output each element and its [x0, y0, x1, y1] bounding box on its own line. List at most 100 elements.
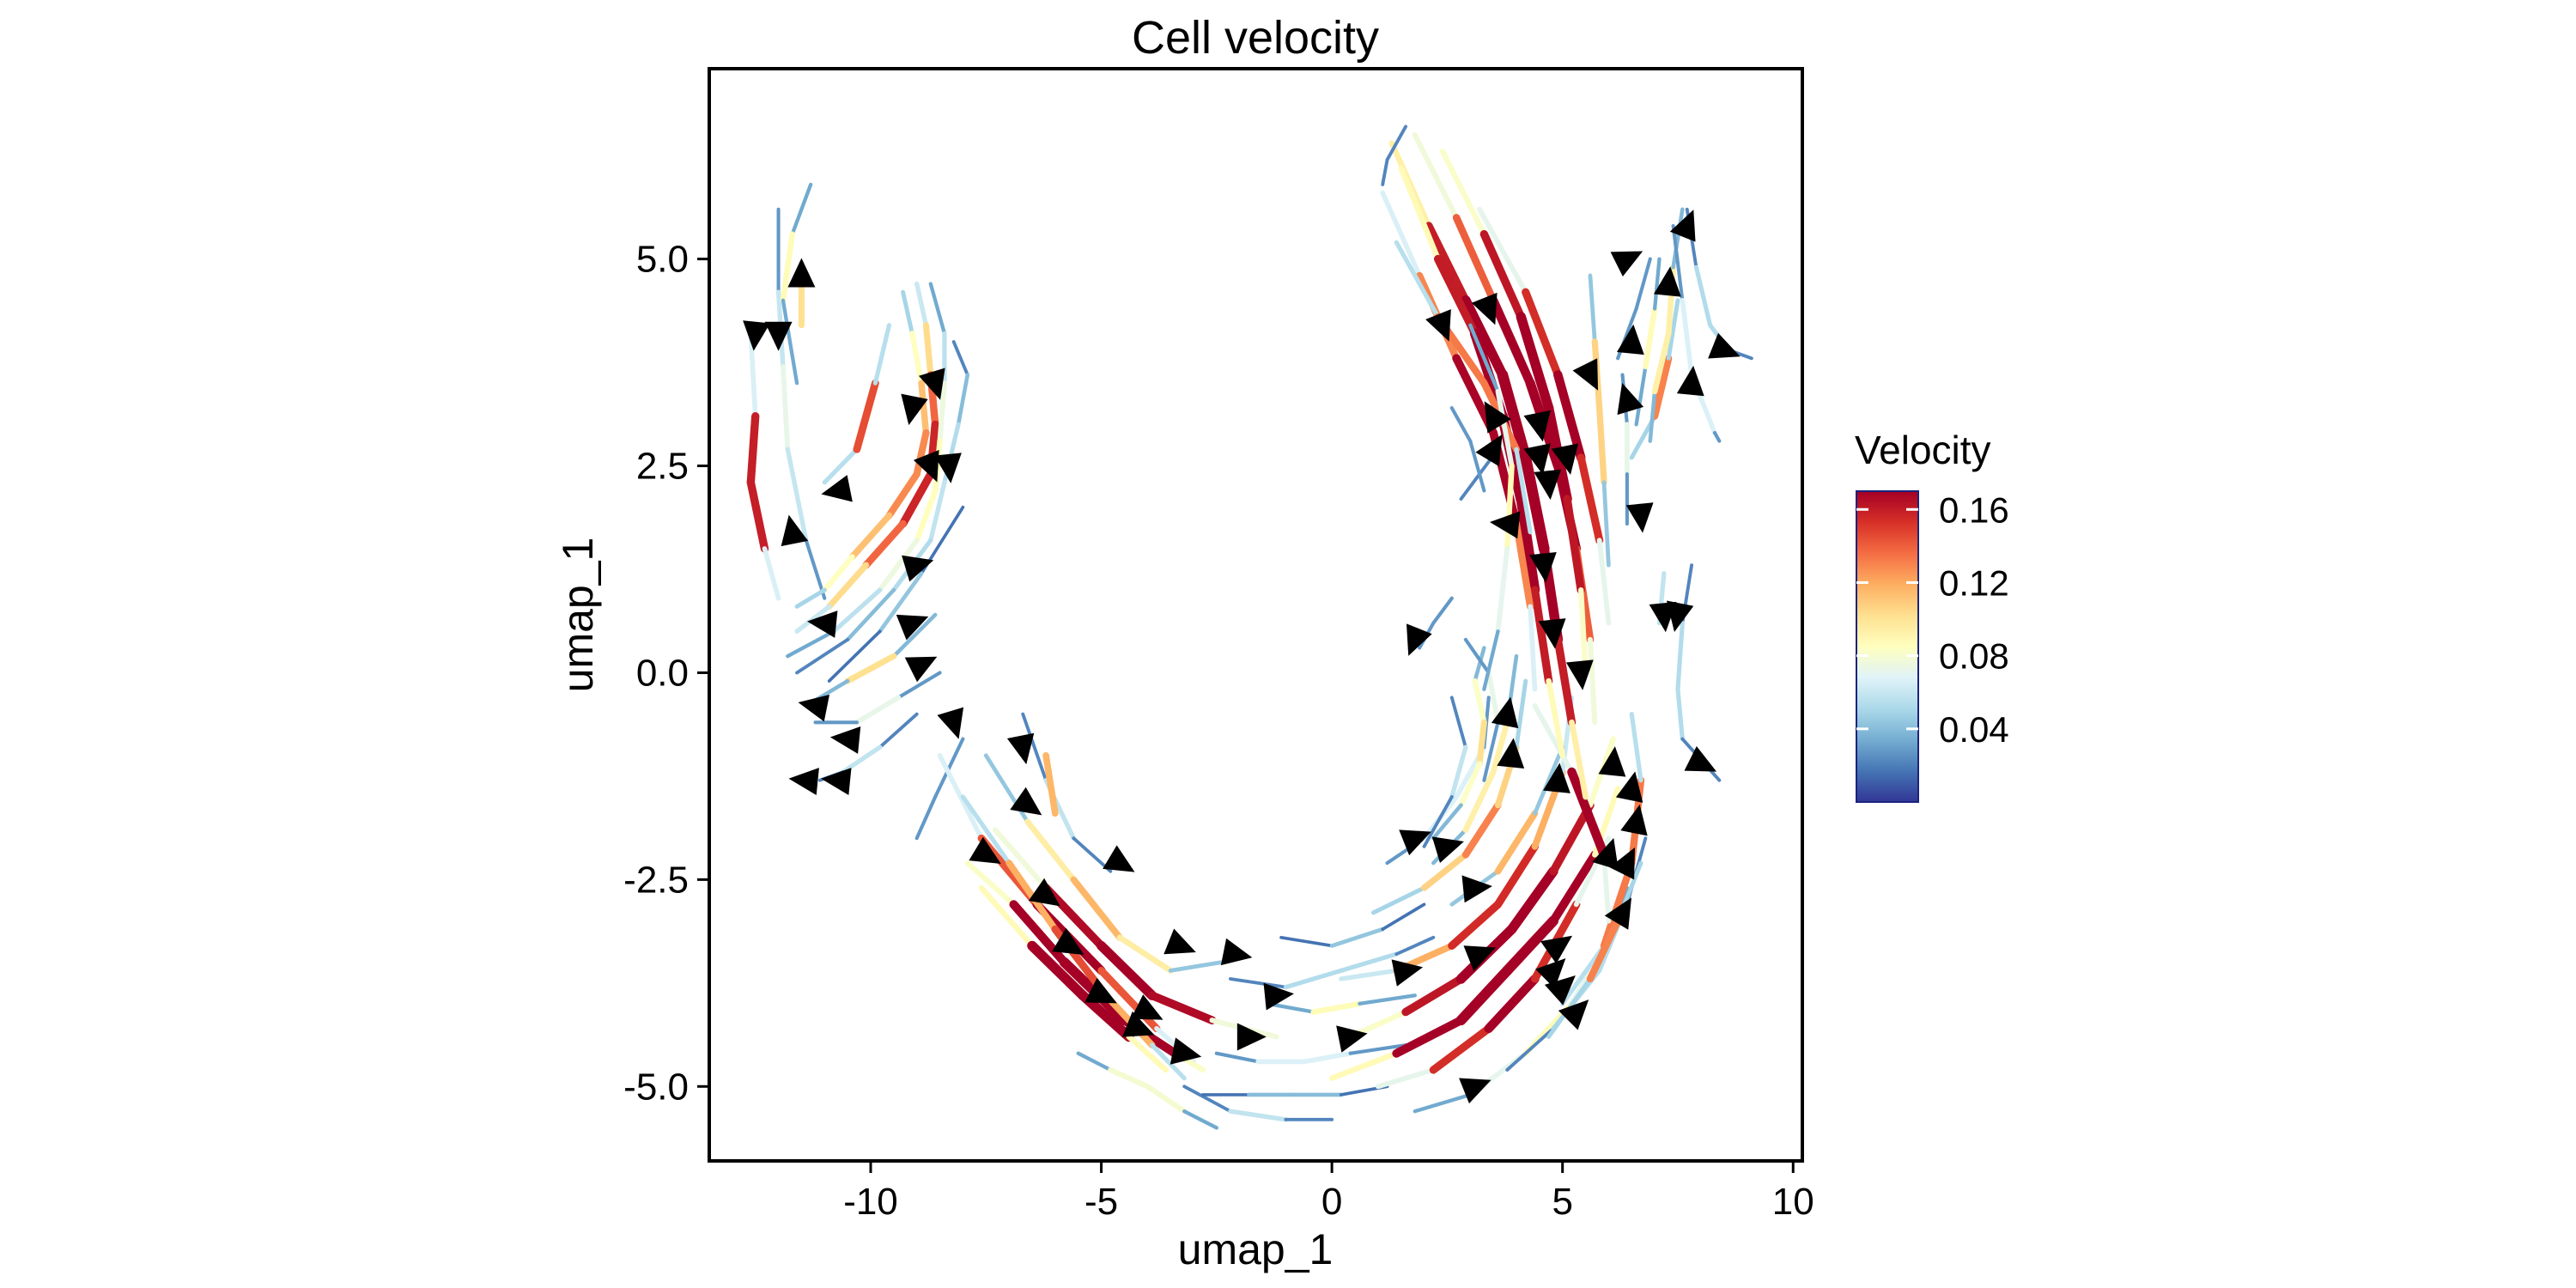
streamline — [794, 289, 930, 609]
streamline-segment — [1229, 977, 1288, 989]
y-tick-label: 0.0 — [636, 652, 689, 694]
streamline — [1042, 751, 1059, 817]
streamline-segment — [1310, 1000, 1363, 1015]
streamline — [780, 182, 813, 386]
streamline-segment — [1455, 965, 1513, 1026]
streamline-segment — [877, 538, 920, 593]
streamline-segment — [1532, 703, 1575, 775]
streamline-segment — [1587, 636, 1598, 726]
streamline-segment — [1381, 158, 1389, 186]
streamline-segment — [937, 380, 947, 444]
streamline — [1449, 406, 1486, 493]
streamline-segment — [822, 447, 860, 485]
streamline-segment — [748, 331, 758, 419]
streamline-segment — [1394, 240, 1441, 319]
streamline-segment — [1505, 1026, 1555, 1072]
streamline-segment — [1283, 968, 1344, 990]
streamline-segment — [1652, 257, 1662, 311]
streamline-segment — [983, 753, 1030, 824]
streamline-segment — [1577, 453, 1604, 544]
y-tick-label: 5.0 — [636, 239, 689, 281]
velocity-arrowhead — [1609, 847, 1636, 880]
streamline-segment — [822, 554, 855, 593]
streamline-segment — [1459, 472, 1481, 501]
streamline-segment — [1528, 604, 1538, 692]
chart-title: Cell velocity — [1132, 12, 1379, 64]
velocity-arrowhead — [1565, 659, 1594, 690]
streamline-segment — [898, 470, 935, 528]
streamline-segment — [1634, 257, 1652, 311]
velocity-arrowhead — [1391, 959, 1424, 987]
streamline — [1328, 786, 1621, 1081]
streamlines-layer — [746, 125, 1753, 1130]
streamline — [914, 737, 965, 841]
velocity-arrowhead — [1130, 994, 1163, 1020]
streamline-segment — [1495, 388, 1515, 469]
velocity-arrowhead — [1028, 878, 1060, 907]
streamline-segment — [1601, 480, 1611, 568]
streamline-segment — [1431, 803, 1463, 841]
streamline-segment — [1484, 974, 1540, 1034]
streamline-segment — [1494, 810, 1539, 875]
streamline — [813, 671, 942, 726]
streamline-segment — [1398, 165, 1441, 262]
streamline-segment — [1375, 1067, 1437, 1090]
velocity-arrowhead — [806, 611, 838, 638]
streamline-segment — [1675, 687, 1685, 742]
streamline-segment — [786, 629, 836, 659]
streamline-segment — [1522, 288, 1562, 380]
velocity-arrowhead — [1484, 401, 1511, 434]
streamline-segment — [1339, 968, 1400, 981]
streamline-segment — [1433, 254, 1479, 338]
streamline-segment — [1473, 646, 1486, 683]
streamline-segment — [1675, 621, 1685, 692]
velocity-arrowhead — [1620, 804, 1648, 836]
streamline-segment — [1348, 1043, 1408, 1055]
y-tick-label: 2.5 — [636, 446, 689, 488]
streamline-segment — [1126, 1034, 1170, 1073]
legend-tick-label: 0.16 — [1939, 489, 2009, 530]
streamline-segment — [913, 428, 930, 478]
streamline-segment — [1076, 1051, 1113, 1072]
velocity-arrowhead — [1489, 511, 1521, 539]
streamline-segment — [1634, 364, 1648, 427]
streamline-segment — [1530, 586, 1553, 685]
velocity-arrowhead — [901, 393, 928, 426]
x-tick-label: -5 — [1084, 1181, 1118, 1223]
streamline-segment — [1413, 1092, 1473, 1114]
velocity-arrowhead — [787, 258, 816, 288]
streamline-segment — [1490, 719, 1510, 775]
velocity-arrowhead — [1669, 210, 1696, 242]
streamline-segment — [914, 488, 939, 544]
streamline-segment — [914, 281, 929, 328]
streamline-segment — [1502, 915, 1558, 976]
streamline-segment — [1495, 545, 1510, 635]
velocity-arrowhead — [1528, 552, 1557, 583]
velocity-arrowhead — [1558, 999, 1589, 1030]
streamline-segment — [1024, 818, 1077, 883]
streamline-segment — [1472, 677, 1487, 726]
velocity-arrowhead — [1708, 332, 1741, 359]
velocity-arrowhead — [918, 368, 945, 400]
streamline-segment — [1420, 851, 1469, 891]
legend-tick-label: 0.08 — [1939, 636, 2009, 677]
streamline — [1279, 902, 1426, 948]
x-tick-label: -10 — [843, 1181, 898, 1223]
streamline-segment — [1385, 125, 1408, 161]
velocity-arrowhead — [1616, 324, 1644, 355]
x-axis: -10 -5 0 5 10 — [843, 1161, 1814, 1223]
streamline-segment — [794, 604, 832, 634]
velocity-arrowhead — [1543, 762, 1571, 793]
streamline-segment — [862, 519, 907, 569]
velocity-arrowhead — [1461, 875, 1492, 903]
velocity-arrowhead — [1084, 977, 1117, 1004]
streamline-segment — [841, 744, 883, 775]
streamline-segment — [1546, 677, 1565, 759]
streamline-segment — [878, 712, 919, 750]
velocity-arrowhead — [1236, 1023, 1267, 1051]
streamline-segment — [854, 695, 902, 726]
streamline-segment — [885, 471, 920, 519]
streamline-segment — [928, 282, 947, 336]
velocity-arrowhead — [1684, 746, 1717, 772]
streamline-segment — [781, 298, 799, 386]
